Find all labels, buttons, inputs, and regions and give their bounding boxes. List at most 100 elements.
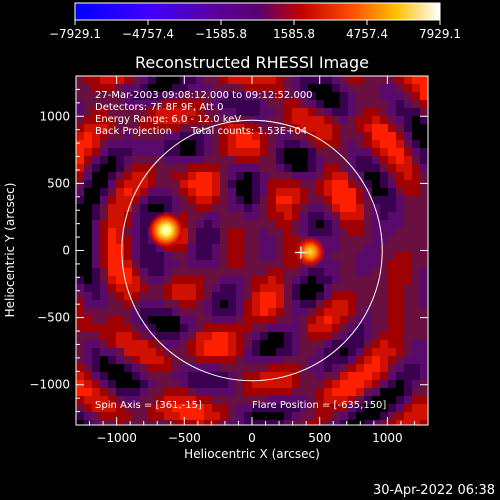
heatmap-cell [364, 324, 373, 333]
heatmap-cell [244, 268, 253, 277]
heatmap-cell [348, 116, 357, 125]
heatmap-cell [244, 260, 253, 269]
heatmap-cell [196, 132, 205, 141]
heatmap-cell [92, 380, 101, 389]
heatmap-cell [348, 412, 357, 421]
heatmap-cell [356, 236, 365, 245]
heatmap-cell [148, 420, 157, 425]
heatmap-cell [364, 108, 373, 117]
heatmap-cell [204, 252, 213, 261]
heatmap-cell [228, 132, 237, 141]
heatmap-cell [244, 236, 253, 245]
heatmap-cell [332, 260, 341, 269]
heatmap-cell [140, 260, 149, 269]
heatmap-cell [284, 284, 293, 293]
heatmap-cell [92, 148, 101, 157]
heatmap-cell [300, 148, 309, 157]
heatmap-cell [228, 196, 237, 205]
heatmap-cell [388, 180, 397, 189]
heatmap-cell [244, 212, 253, 221]
heatmap-cell [108, 132, 117, 141]
heatmap-cell [332, 100, 341, 109]
heatmap-cell [236, 100, 245, 109]
heatmap-cell [180, 372, 189, 381]
heatmap-cell [356, 308, 365, 317]
heatmap-cell [164, 140, 173, 149]
heatmap-cell [204, 324, 213, 333]
heatmap-cell [236, 220, 245, 229]
heatmap-cell [220, 188, 229, 197]
heatmap-cell [148, 316, 157, 325]
heatmap-cell [388, 324, 397, 333]
heatmap-cell [212, 92, 221, 101]
heatmap-cell [340, 132, 349, 141]
heatmap-cell [316, 132, 325, 141]
heatmap-cell [348, 92, 357, 101]
heatmap-cell [348, 204, 357, 213]
heatmap-cell [204, 332, 213, 341]
heatmap-cell [332, 324, 341, 333]
heatmap-cell [244, 76, 253, 85]
heatmap-cell [364, 300, 373, 309]
heatmap-cell [396, 388, 405, 397]
heatmap-cell [372, 340, 381, 349]
heatmap-cell [340, 364, 349, 373]
heatmap-cell [348, 172, 357, 181]
heatmap-cell [252, 148, 261, 157]
footer-timestamp: 30-Apr-2022 06:38 [373, 483, 495, 498]
heatmap-cell [292, 300, 301, 309]
heatmap-cell [396, 100, 405, 109]
heatmap-cell [204, 292, 213, 301]
heatmap-cell [252, 108, 261, 117]
heatmap-cell [124, 260, 133, 269]
heatmap-cell [100, 228, 109, 237]
heatmap-cell [164, 132, 173, 141]
heatmap-cell [396, 252, 405, 261]
heatmap-cell [196, 284, 205, 293]
heatmap-cell [148, 300, 157, 309]
heatmap-cell [268, 132, 277, 141]
heatmap-cell [300, 284, 309, 293]
heatmap-cell [308, 172, 317, 181]
heatmap-cell [284, 276, 293, 285]
heatmap-cell [100, 92, 109, 101]
heatmap-cell [228, 396, 237, 405]
heatmap-cell [324, 356, 333, 365]
heatmap-cell [244, 228, 253, 237]
heatmap-cell [180, 172, 189, 181]
heatmap-cell [236, 340, 245, 349]
heatmap-cell [164, 324, 173, 333]
heatmap-cell [212, 268, 221, 277]
heatmap-cell [228, 332, 237, 341]
heatmap-cell [124, 420, 133, 425]
heatmap-cell [212, 412, 221, 421]
heatmap-cell [372, 276, 381, 285]
heatmap-cell [388, 420, 397, 425]
heatmap-cell [308, 116, 317, 125]
heatmap-cell [148, 140, 157, 149]
heatmap-cell [172, 372, 181, 381]
heatmap-cell [100, 276, 109, 285]
heatmap-cell [196, 84, 205, 93]
heatmap-cell [420, 172, 428, 181]
heatmap-cell [212, 196, 221, 205]
heatmap-cell [108, 396, 117, 405]
heatmap-cell [164, 124, 173, 133]
heatmap-cell [324, 284, 333, 293]
heatmap-cell [244, 308, 253, 317]
heatmap-cell [260, 116, 269, 125]
heatmap-cell [324, 196, 333, 205]
heatmap-cell [276, 204, 285, 213]
heatmap-cell [364, 116, 373, 125]
heatmap-cell [388, 188, 397, 197]
heatmap-cell [236, 196, 245, 205]
heatmap-cell [340, 260, 349, 269]
heatmap-cell [132, 220, 141, 229]
heatmap-cell [188, 420, 197, 425]
heatmap-cell [92, 236, 101, 245]
heatmap-cell [228, 164, 237, 173]
heatmap-cell [140, 252, 149, 261]
heatmap-cell [332, 300, 341, 309]
heatmap-cell [404, 300, 413, 309]
heatmap-cell [364, 148, 373, 157]
